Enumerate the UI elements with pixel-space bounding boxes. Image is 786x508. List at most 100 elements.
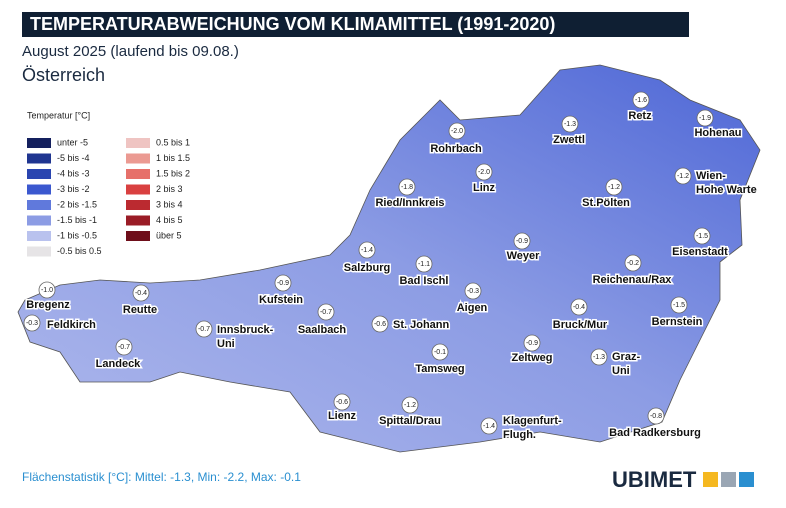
station-value: -1.6 (635, 97, 647, 104)
station-name: Zwettl (553, 134, 585, 146)
station-marker (317, 303, 335, 321)
station-marker (480, 417, 498, 435)
station-value: -1.9 (699, 115, 711, 122)
station-value: -0.7 (198, 326, 210, 333)
station-marker (23, 314, 41, 332)
station-marker (274, 274, 292, 292)
legend-swatch (126, 231, 150, 241)
station-value: -0.1 (434, 349, 446, 356)
station-marker (475, 163, 493, 181)
legend-label: unter -5 (57, 137, 88, 147)
legend-swatch (126, 169, 150, 179)
station-name: Rohrbach (430, 143, 482, 155)
legend-swatch (27, 215, 51, 226)
station-marker (448, 122, 466, 140)
legend-swatch (27, 231, 51, 241)
station-value: -0.2 (627, 260, 639, 267)
legend-label: 2 bis 3 (156, 184, 183, 194)
station-name: Hohe Warte (696, 184, 757, 196)
station-name: Uni (612, 365, 630, 377)
station-value: -1.4 (361, 247, 373, 254)
station-name: Tamsweg (415, 363, 464, 375)
station-name: Salzburg (344, 262, 390, 274)
station-name: Retz (628, 110, 652, 122)
station-value: -0.9 (277, 280, 289, 287)
station-value: -2.0 (451, 128, 463, 135)
legend-swatch (126, 138, 150, 148)
station-marker (674, 167, 692, 185)
station-marker (605, 178, 623, 196)
station-name: Wien- (696, 170, 726, 182)
station-value: -0.4 (573, 304, 585, 311)
logo: UBIMET (612, 467, 697, 492)
legend-label: 1 bis 1.5 (156, 153, 190, 163)
station-value: -2.0 (478, 169, 490, 176)
station-value: -1.2 (677, 173, 689, 180)
station-marker (693, 227, 711, 245)
station-marker (398, 178, 416, 196)
station-value: -0.7 (118, 344, 130, 351)
station-marker (632, 91, 650, 109)
station-value: -0.8 (650, 413, 662, 420)
station-name: Eisenstadt (672, 246, 728, 258)
legend-label: -2 bis -1.5 (57, 199, 97, 209)
legend-title: Temperatur [°C] (27, 110, 90, 120)
station-marker (624, 254, 642, 272)
legend-label: -4 bis -3 (57, 168, 90, 178)
station-marker (431, 343, 449, 361)
station-value: -1.2 (404, 402, 416, 409)
legend-label: -1.5 bis -1 (57, 215, 97, 225)
station-value: -1.1 (418, 261, 430, 268)
legend-label: -1 bis -0.5 (57, 230, 97, 240)
station-marker (371, 315, 389, 333)
station-marker (696, 109, 714, 127)
station-marker (115, 338, 133, 356)
station-value: -0.3 (26, 320, 38, 327)
legend-swatch (27, 200, 51, 210)
station-value: -0.3 (467, 288, 479, 295)
footer-stats: Flächenstatistik [°C]: Mittel: -1.3, Min… (22, 470, 301, 484)
station-marker (195, 320, 213, 338)
legend-label: -3 bis -2 (57, 184, 90, 194)
station-value: -1.4 (483, 423, 495, 430)
station-marker (590, 348, 608, 366)
station-marker (561, 115, 579, 133)
station-name: Graz- (612, 351, 640, 363)
station-name: Reutte (123, 304, 157, 316)
legend-swatch (27, 153, 51, 164)
station-value: -1.5 (696, 233, 708, 240)
station-name: Aigen (457, 302, 488, 314)
station-name: Bruck/Mur (553, 319, 608, 331)
legend-label: -5 bis -4 (57, 153, 90, 163)
station-value: -0.9 (526, 340, 538, 347)
legend-label: 4 bis 5 (156, 215, 183, 225)
station-value: -1.8 (401, 184, 413, 191)
station-marker (647, 407, 665, 425)
station-marker (464, 282, 482, 300)
station-name: Feldkirch (47, 319, 96, 331)
title: TEMPERATURABWEICHUNG VOM KLIMAMITTEL (19… (30, 14, 555, 34)
station-name: Bad Radkersburg (609, 427, 701, 439)
station-marker (670, 296, 688, 314)
station-value: -0.9 (516, 238, 528, 245)
station-value: -0.6 (336, 399, 348, 406)
station-value: -1.2 (608, 184, 620, 191)
station-name: Linz (473, 182, 495, 194)
station-name: Landeck (96, 358, 142, 370)
station-name: Kufstein (259, 294, 303, 306)
station-marker (401, 396, 419, 414)
station-value: -1.3 (593, 354, 605, 361)
station-name: Lienz (328, 410, 357, 422)
station-marker (570, 298, 588, 316)
station-name: Hohenau (694, 127, 741, 139)
station-name: Weyer (507, 250, 541, 262)
legend-swatch (27, 138, 51, 148)
legend-label: -0.5 bis 0.5 (57, 246, 102, 256)
legend-swatch (126, 215, 150, 226)
station-name: Klagenfurt- (503, 415, 562, 427)
station-marker (415, 255, 433, 273)
logo-icon (739, 472, 754, 487)
station-value: -0.4 (135, 290, 147, 297)
